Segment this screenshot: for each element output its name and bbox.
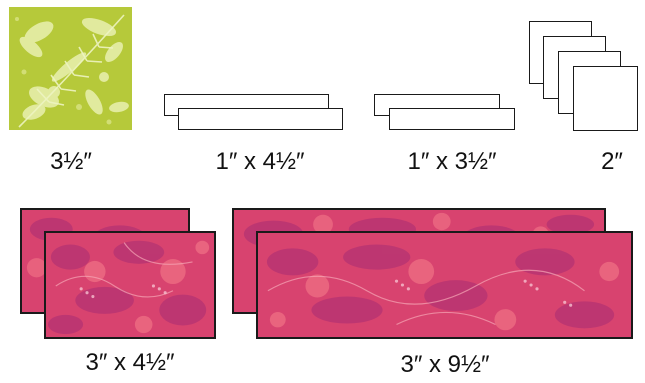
- green-fabric-square: [9, 7, 132, 130]
- label-pink-3x4: 3″ x 4½″: [85, 349, 175, 376]
- pink-batik-pattern: [258, 233, 631, 337]
- label-green-square: 3½″: [50, 148, 92, 175]
- pink-3x4-front: [44, 231, 216, 339]
- strip-1x4-front: [178, 108, 343, 130]
- label-pink-3x9: 3″ x 9½″: [400, 351, 490, 378]
- pink-batik-pattern: [46, 233, 214, 337]
- strip-1x3-front: [389, 108, 515, 130]
- green-batik-pattern: [9, 7, 132, 130]
- label-squares-2: 2″: [601, 148, 623, 175]
- label-strip-1x3: 1″ x 3½″: [407, 148, 497, 175]
- pink-3x9-front: [256, 231, 633, 339]
- square-2-stack-4: [573, 66, 638, 131]
- label-strip-1x4: 1″ x 4½″: [215, 148, 305, 175]
